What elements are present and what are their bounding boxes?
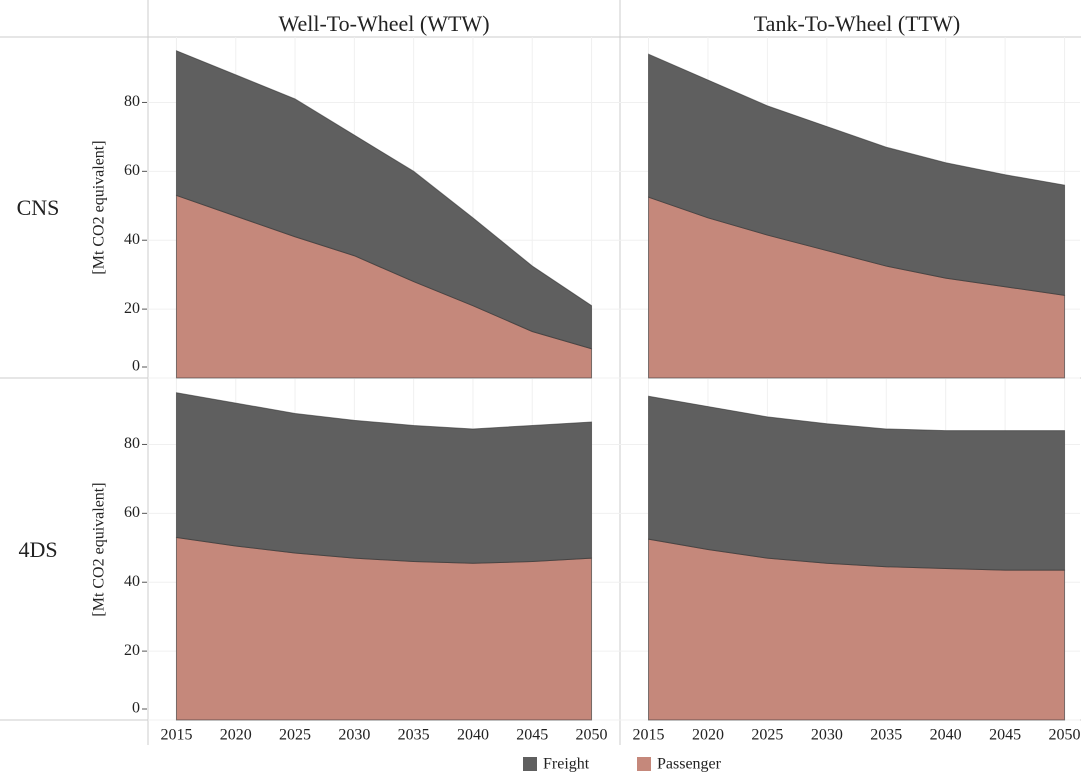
x-tick-label: 2050: [576, 727, 608, 744]
x-tick-label: 2025: [279, 727, 311, 744]
y-tick-label: 40: [124, 573, 140, 590]
x-tick-label: 2040: [930, 727, 962, 744]
x-tick-label: 2040: [457, 727, 489, 744]
column-title: Tank-To-Wheel (TTW): [754, 11, 960, 36]
y-tick-label: 0: [132, 358, 140, 375]
area: [648, 53, 1066, 296]
y-tick-label: 60: [124, 162, 140, 179]
x-tick-label: 2020: [220, 727, 252, 744]
y-tick-label: 40: [124, 231, 140, 248]
row-label: 4DS: [18, 537, 57, 562]
x-tick-label: 2035: [398, 727, 430, 744]
area: [175, 50, 593, 350]
x-tick-label: 2025: [751, 727, 783, 744]
y-tick-label: 80: [124, 93, 140, 110]
y-tick-label: 0: [132, 700, 140, 717]
legend-label: Freight: [543, 756, 590, 773]
x-tick-label: 2050: [1049, 727, 1081, 744]
x-tick-label: 2015: [633, 727, 665, 744]
area: [175, 536, 593, 721]
x-tick-label: 2035: [870, 727, 902, 744]
y-axis-label: [Mt CO2 equivalent]: [91, 140, 108, 274]
legend-swatch: [523, 757, 537, 771]
y-tick-label: 20: [124, 300, 140, 317]
y-tick-label: 60: [124, 504, 140, 521]
column-title: Well-To-Wheel (WTW): [278, 11, 489, 36]
legend-swatch: [637, 757, 651, 771]
row-label: CNS: [17, 195, 60, 220]
y-tick-label: 20: [124, 642, 140, 659]
legend-label: Passenger: [657, 756, 722, 773]
x-tick-label: 2045: [989, 727, 1021, 744]
x-tick-label: 2020: [692, 727, 724, 744]
y-tick-label: 80: [124, 435, 140, 452]
x-tick-label: 2015: [160, 727, 192, 744]
x-tick-label: 2030: [811, 727, 843, 744]
x-tick-label: 2030: [338, 727, 370, 744]
area: [648, 395, 1066, 571]
y-axis-label: [Mt CO2 equivalent]: [91, 482, 108, 616]
area: [175, 392, 593, 564]
x-tick-label: 2045: [516, 727, 548, 744]
